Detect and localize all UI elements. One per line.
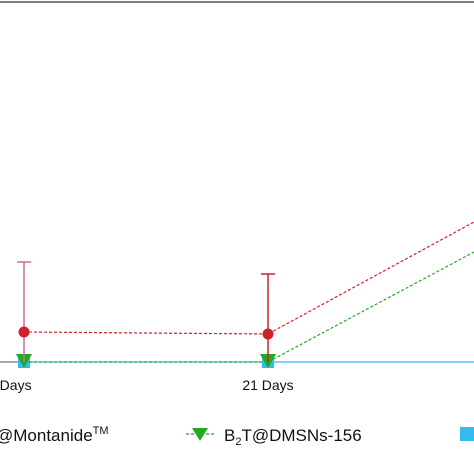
legend: @MontanideTM B2T@DMSNs-156	[0, 425, 474, 448]
series-layer	[16, 221, 474, 368]
x-tick-label: 4 Days	[0, 377, 32, 393]
x-tick-label: 21 Days	[242, 377, 293, 393]
series-0	[17, 221, 474, 362]
series-line-1	[24, 251, 474, 363]
series-line-0	[23, 221, 474, 335]
legend-label-suffix: T@DMSNs-156	[241, 426, 361, 445]
data-point	[18, 326, 30, 338]
legend-marker-series-1	[192, 428, 208, 441]
data-point	[262, 328, 274, 340]
legend-label-superscript: TM	[93, 425, 109, 437]
legend-label-main: @Montanide	[0, 426, 93, 445]
legend-label-series-1: B2T@DMSNs-156	[224, 426, 362, 448]
legend-label-prefix: B	[224, 426, 235, 445]
legend-marker-series-2	[460, 427, 474, 441]
x-tick-labels: 4 Days 21 Days	[0, 377, 294, 393]
legend-label-series-0: @MontanideTM	[0, 425, 109, 445]
legend-label-subscript: 2	[235, 436, 241, 448]
